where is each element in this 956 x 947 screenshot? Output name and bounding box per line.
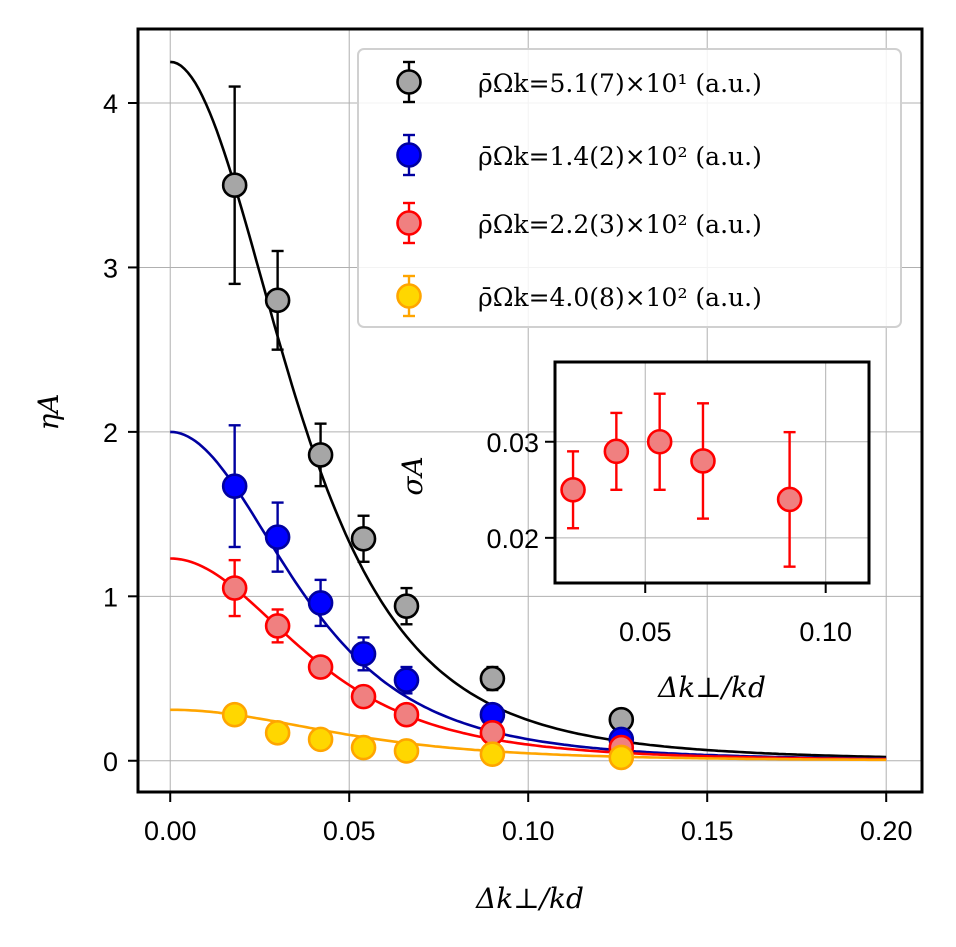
main-x-axis-label: Δk⊥/kd	[475, 882, 584, 915]
inset-data-point	[776, 486, 803, 513]
data-point-series-1	[264, 287, 291, 314]
main-y-tick-label: 4	[103, 89, 118, 119]
inset-data-point	[560, 476, 586, 503]
main-y-tick-label: 0	[103, 747, 118, 777]
main-plot-frame	[136, 27, 924, 794]
data-point-series-3	[221, 575, 248, 601]
inset-data-point	[690, 448, 716, 474]
main-x-tick-label: 0.10	[502, 816, 555, 846]
main-y-axis-label: ηA	[32, 394, 65, 431]
inset-x-ticks: 0.05 0.10	[619, 583, 852, 647]
fit-curve-series-4	[170, 708, 887, 762]
data-point-series-4	[393, 738, 420, 764]
inset-y-axis-label: σA	[396, 456, 429, 495]
inset-x-axis-label: Δk⊥/kd	[657, 671, 766, 704]
data-point-series-4	[221, 701, 248, 728]
main-y-ticks: 0 1 2 3 4	[103, 89, 138, 777]
inset-data-point	[603, 438, 630, 465]
legend-entry-series-4: ρ̄Ωk=4.0(8)×10² (a.u.)	[396, 274, 762, 318]
inset-chart: 0.05 0.10 0.02 0.03 Δk⊥/kd σA	[396, 360, 871, 704]
legend-entry-series-1: ρ̄Ωk=5.1(7)×10¹ (a.u.)	[396, 60, 762, 104]
legend-marker	[396, 210, 422, 236]
legend-entry-series-2: ρ̄Ωk=1.4(2)×10² (a.u.)	[396, 133, 762, 177]
data-point-series-3	[479, 720, 506, 746]
main-y-tick-label: 1	[103, 582, 118, 612]
legend-marker	[396, 142, 422, 168]
main-data-points	[221, 85, 635, 771]
data-point-series-1	[479, 665, 506, 692]
legend-label: ρ̄Ωk=1.4(2)×10² (a.u.)	[478, 142, 762, 171]
legend-marker	[396, 69, 422, 95]
inset-background	[555, 362, 869, 583]
main-fit-curves	[170, 60, 887, 762]
inset-data-point	[646, 428, 673, 455]
main-y-tick-label: 2	[103, 418, 118, 448]
fit-curve-series-3	[170, 557, 887, 761]
data-point-series-1	[350, 525, 377, 552]
data-point-series-1	[393, 593, 420, 619]
data-point-series-2	[393, 667, 420, 693]
legend-box	[357, 48, 902, 328]
fit-curve-series-1	[170, 60, 887, 759]
legend-label: ρ̄Ωk=5.1(7)×10¹ (a.u.)	[478, 69, 762, 98]
inset-y-ticks: 0.02 0.03	[486, 428, 555, 554]
inset-x-tick-label: 0.10	[799, 617, 852, 647]
legend-entry-series-3: ρ̄Ωk=2.2(3)×10² (a.u.)	[396, 201, 762, 245]
data-point-series-1	[221, 172, 248, 199]
main-y-tick-label: 3	[103, 253, 118, 283]
main-x-tick-label: 0.00	[144, 816, 197, 846]
inset-y-tick-label: 0.02	[486, 524, 539, 554]
data-point-series-3	[393, 701, 420, 728]
data-point-series-4	[608, 744, 635, 771]
data-point-series-3	[350, 683, 377, 710]
legend: ρ̄Ωk=5.1(7)×10¹ (a.u.) ρ̄Ωk=1.4(2)×10² (a…	[357, 48, 902, 328]
inset-x-tick-label: 0.05	[619, 617, 672, 647]
main-x-tick-label: 0.05	[323, 816, 376, 846]
data-point-series-4	[479, 741, 506, 767]
inset-data-points	[560, 392, 803, 568]
legend-label: ρ̄Ωk=4.0(8)×10² (a.u.)	[478, 283, 762, 312]
data-point-series-2	[307, 590, 334, 616]
data-point-series-4	[350, 734, 377, 761]
inset-plot-frame	[553, 360, 871, 585]
data-point-series-4	[307, 726, 334, 753]
data-point-series-2	[350, 641, 377, 667]
main-x-ticks: 0.00 0.05 0.10 0.15 0.20	[144, 792, 913, 846]
main-x-tick-label: 0.20	[860, 816, 913, 846]
data-point-series-1	[307, 442, 334, 468]
data-point-series-2	[264, 524, 291, 550]
main-x-tick-label: 0.15	[681, 816, 734, 846]
data-point-series-3	[264, 613, 291, 639]
data-point-series-4	[264, 720, 291, 746]
inset-y-tick-label: 0.03	[486, 428, 539, 458]
inset-grid	[555, 362, 869, 583]
data-point-series-2	[221, 473, 248, 499]
legend-marker	[396, 283, 422, 309]
legend-label: ρ̄Ωk=2.2(3)×10² (a.u.)	[478, 210, 762, 239]
data-point-series-3	[307, 654, 334, 680]
